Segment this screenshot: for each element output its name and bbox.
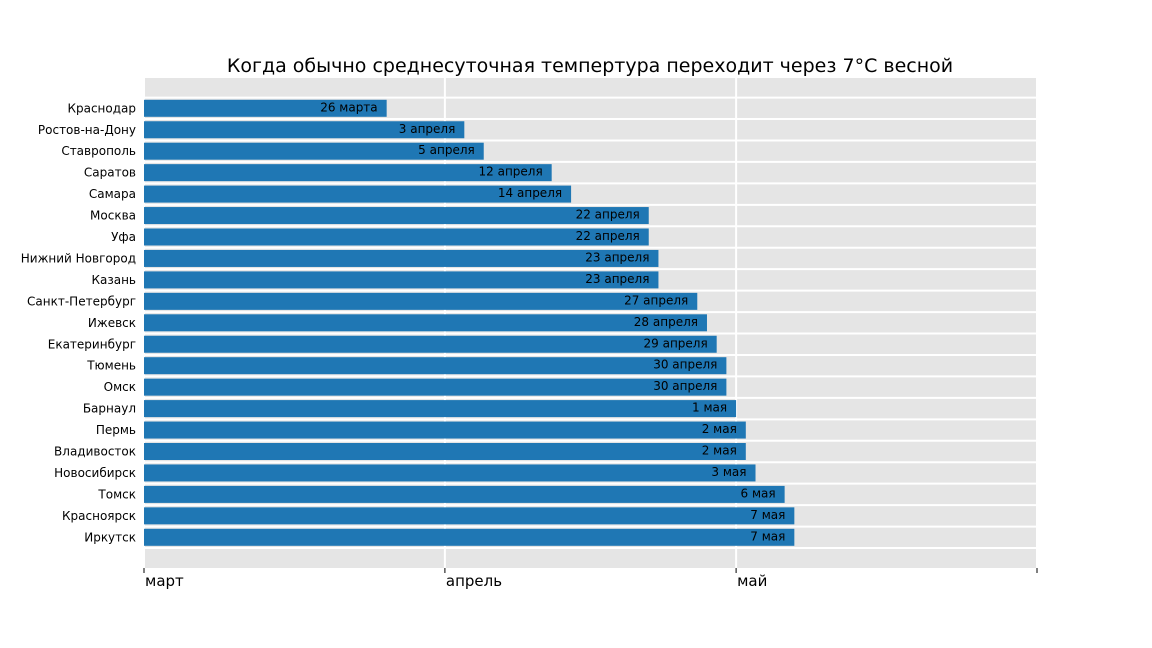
- data-label: 1 мая: [692, 401, 727, 415]
- bar: [144, 443, 746, 460]
- y-tick-label: Омск: [104, 380, 136, 394]
- bar: [144, 121, 465, 139]
- bar: [144, 335, 717, 353]
- bar: [144, 164, 552, 182]
- y-tick-label: Краснодар: [67, 101, 136, 115]
- y-tick-label: Иркутск: [84, 530, 136, 544]
- y-tick-label: Екатеринбург: [48, 337, 136, 351]
- x-axis-ticks: март апрель май: [143, 568, 1038, 590]
- bar: [144, 400, 737, 418]
- data-label: 29 апреля: [644, 336, 708, 350]
- data-label: 22 апреля: [576, 208, 640, 222]
- bar: [144, 99, 387, 117]
- horizontal-gridlines: [144, 96, 1037, 550]
- y-tick-label: Барнаул: [83, 402, 136, 416]
- x-tick-label: апрель: [446, 572, 502, 590]
- y-tick-label: Уфа: [111, 230, 136, 244]
- y-tick-label: Красноярск: [62, 509, 136, 523]
- bar: [144, 249, 659, 267]
- y-axis-labels: Краснодар Ростов-на-Дону Ставрополь Саратов…: [21, 101, 136, 544]
- data-label: 26 марта: [320, 100, 377, 114]
- bar: [144, 378, 727, 396]
- y-tick-label: Саратов: [84, 166, 136, 180]
- bar: [144, 142, 484, 160]
- data-label: 23 апреля: [585, 272, 649, 286]
- y-tick-label: Нижний Новгород: [21, 251, 136, 265]
- data-label: 23 апреля: [585, 250, 649, 264]
- data-label: 6 мая: [741, 486, 776, 500]
- data-label: 7 мая: [750, 529, 785, 543]
- y-tick-label: Ставрополь: [61, 144, 136, 158]
- data-label: 27 апреля: [624, 293, 688, 307]
- y-tick-label: Санкт-Петербург: [27, 294, 136, 308]
- data-label: 14 апреля: [498, 186, 562, 200]
- x-tick-label: май: [737, 572, 767, 590]
- bar: [144, 421, 746, 439]
- chart-title: Когда обычно среднесуточная темпертура п…: [227, 55, 953, 77]
- bar: [144, 271, 659, 289]
- y-tick-label: Тюмень: [86, 359, 136, 373]
- bar: [144, 507, 795, 525]
- data-label: 5 апреля: [418, 143, 475, 157]
- data-label: 3 мая: [711, 465, 746, 479]
- y-tick-label: Ростов-на-Дону: [38, 123, 136, 137]
- bar: [144, 185, 572, 203]
- data-label: 2 мая: [702, 422, 737, 436]
- data-label: 12 апреля: [479, 165, 543, 179]
- data-label: 30 апреля: [653, 358, 717, 372]
- x-tick-label: март: [145, 572, 184, 590]
- y-tick-label: Томск: [97, 487, 136, 501]
- data-label: 7 мая: [750, 508, 785, 522]
- data-labels: 26 марта 3 апреля 5 апреля 12 апреля 14 апре…: [320, 100, 785, 543]
- y-tick-label: Новосибирск: [54, 466, 136, 480]
- bar: [144, 464, 756, 482]
- y-tick-label: Самара: [89, 187, 136, 201]
- bar: [144, 357, 727, 375]
- bars: [144, 99, 795, 546]
- y-tick-label: Пермь: [96, 423, 136, 437]
- bar: [144, 228, 649, 246]
- data-label: 3 апреля: [399, 122, 456, 136]
- data-label: 30 апреля: [653, 379, 717, 393]
- bar: [144, 485, 785, 503]
- y-tick-label: Ижевск: [88, 316, 136, 330]
- data-label: 2 мая: [702, 444, 737, 458]
- bar: [144, 528, 795, 546]
- y-tick-label: Владивосток: [54, 445, 136, 459]
- bar: [144, 314, 707, 332]
- y-tick-label: Москва: [90, 209, 136, 223]
- data-label: 28 апреля: [634, 315, 698, 329]
- bar: [144, 292, 698, 310]
- data-label: 22 апреля: [576, 229, 640, 243]
- bar: [144, 207, 649, 225]
- y-tick-label: Казань: [91, 273, 136, 287]
